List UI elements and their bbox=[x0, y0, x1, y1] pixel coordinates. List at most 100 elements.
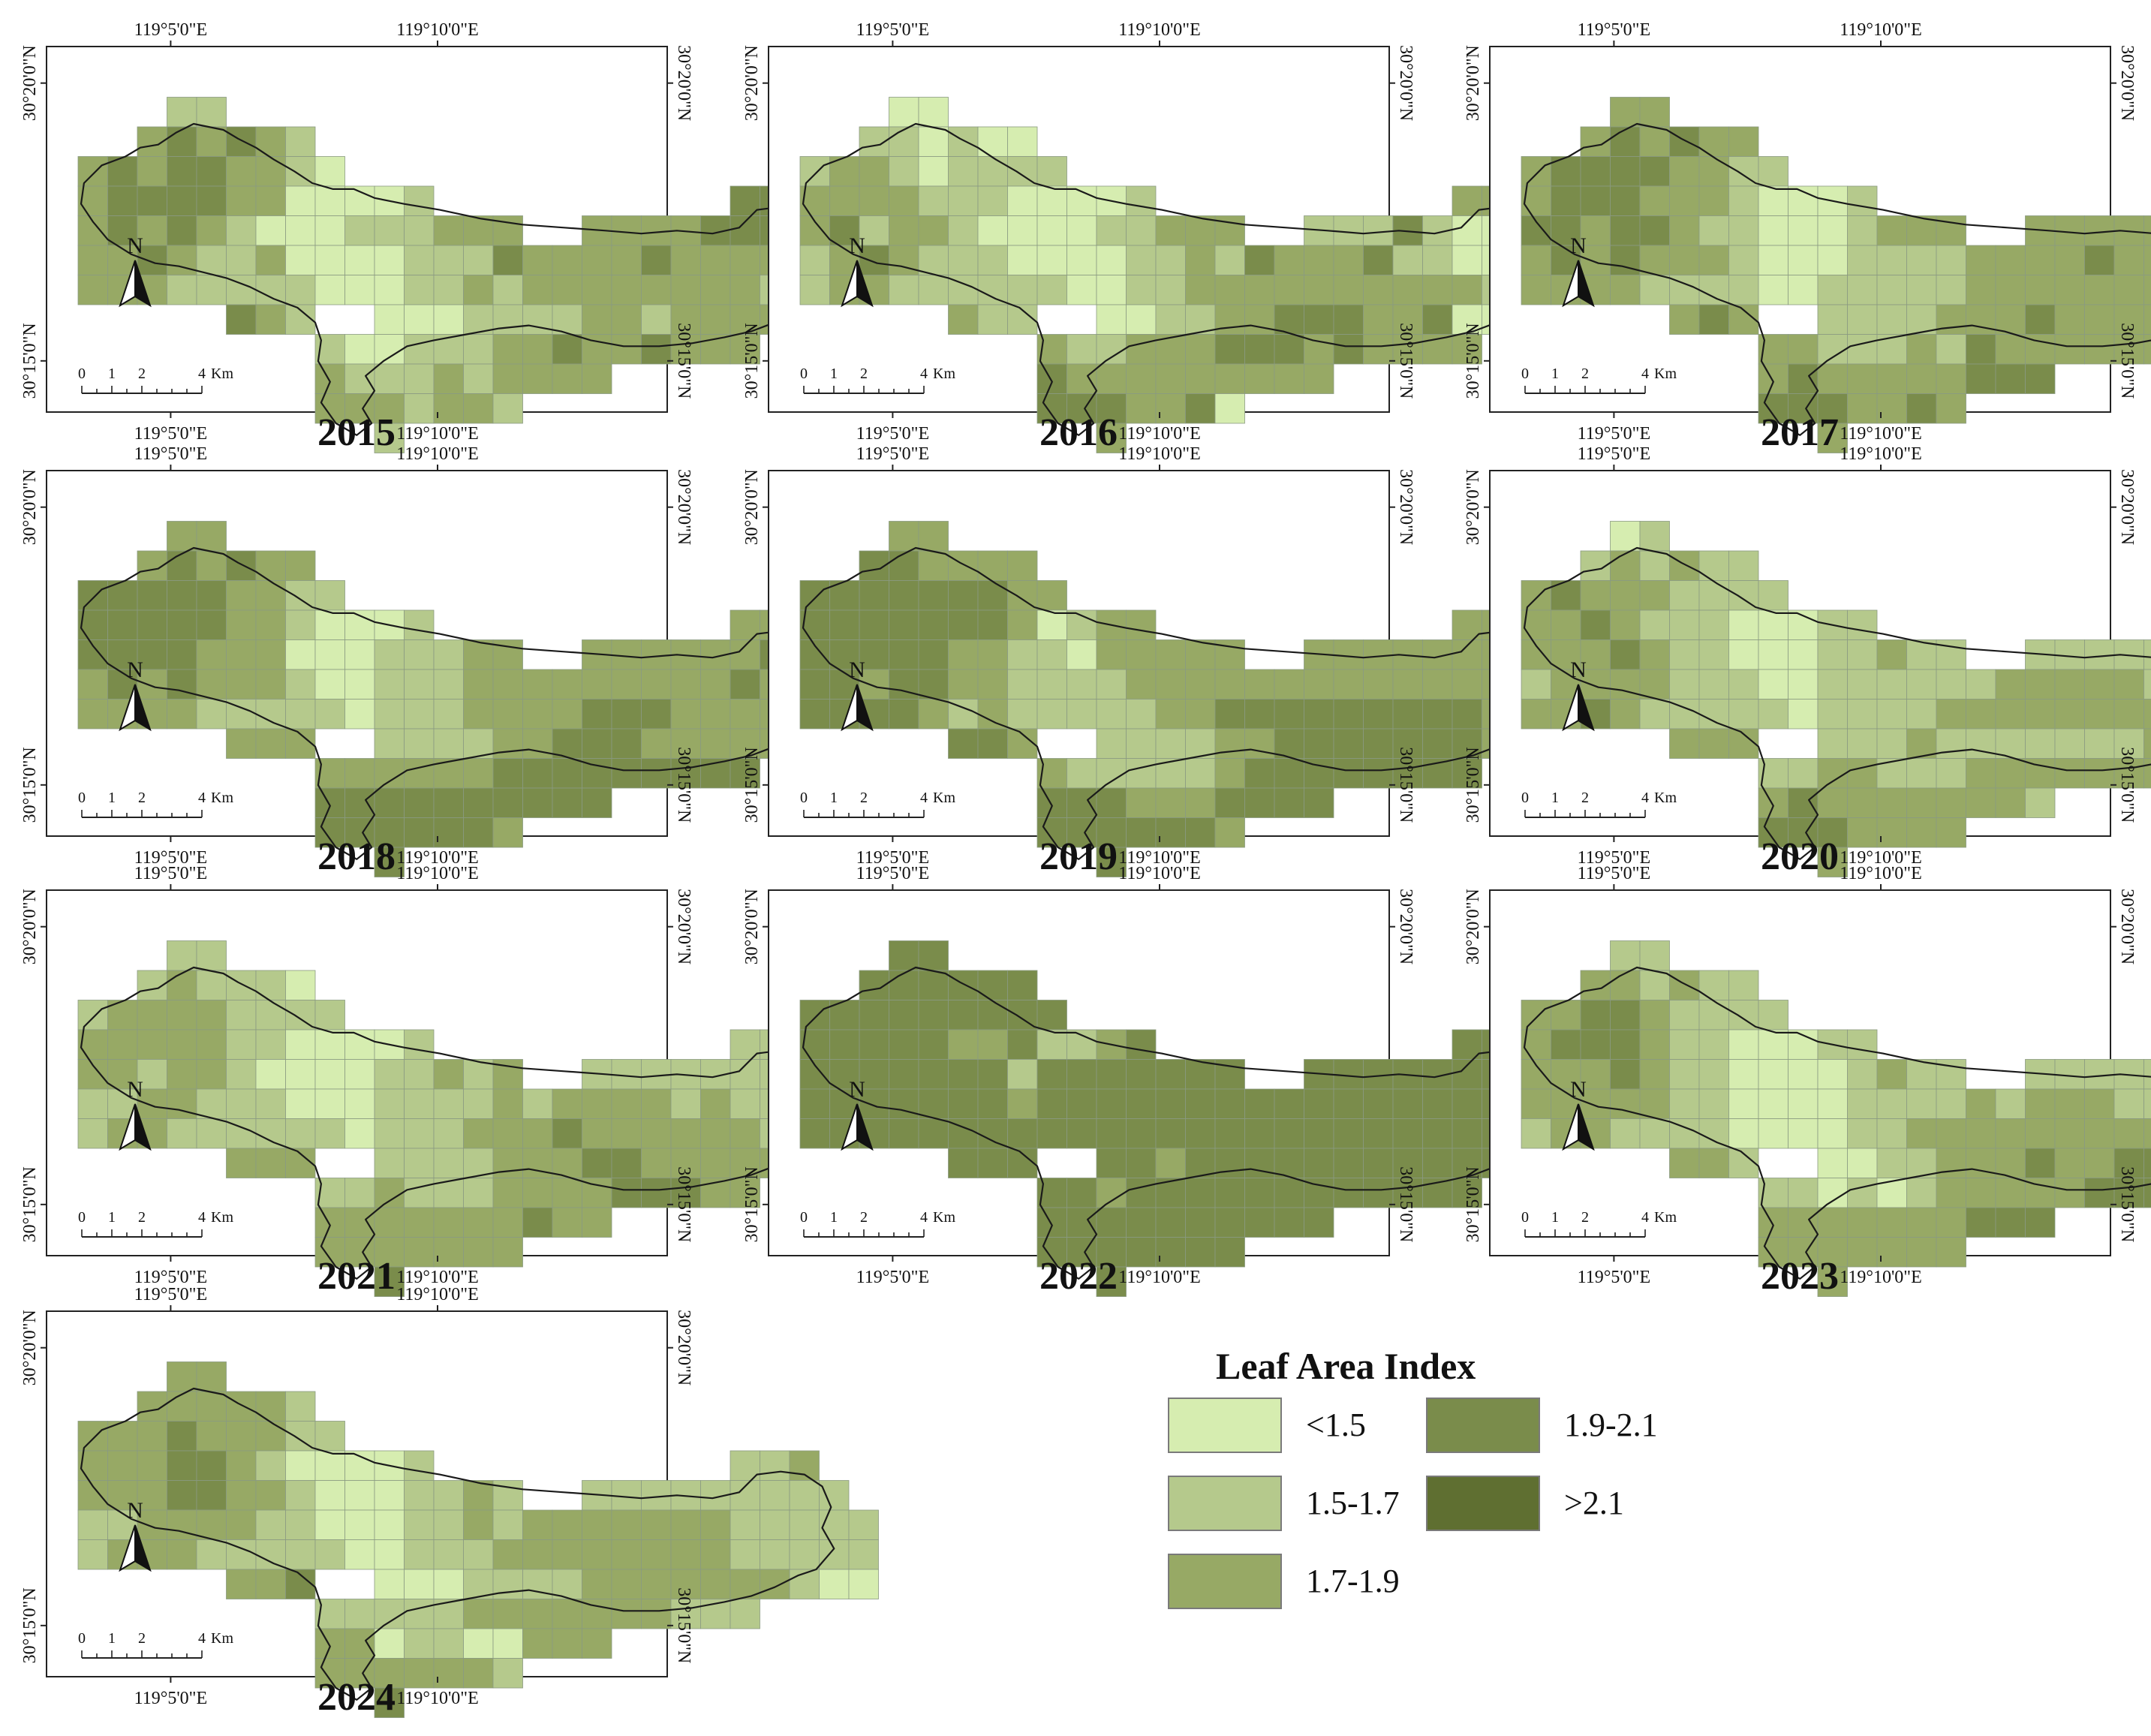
lai-cell bbox=[1155, 699, 1186, 730]
lai-cell bbox=[1244, 699, 1275, 730]
lai-cell bbox=[1995, 363, 2026, 394]
lai-cell bbox=[700, 1539, 731, 1570]
scale-bar: 0 1 2 4 Km bbox=[800, 790, 955, 818]
lai-cell bbox=[1788, 1029, 1819, 1060]
lai-cell bbox=[1847, 1237, 1878, 1268]
lai-cell bbox=[1214, 393, 1245, 424]
lai-cell bbox=[167, 550, 197, 581]
lai-cell bbox=[404, 1450, 435, 1481]
lai-cell bbox=[226, 669, 257, 700]
lai-cell bbox=[918, 97, 949, 128]
longitude-label-top: 119°10'0"E bbox=[1840, 444, 1922, 464]
lai-cell bbox=[344, 1207, 375, 1238]
north-arrow-icon: N bbox=[1562, 233, 1595, 308]
map-panel-2019: 119°5'0"E 119°5'0"E 119°10'0"E 119°10'0"E 30… bbox=[742, 444, 1601, 877]
lai-cell bbox=[948, 728, 979, 759]
lai-cell bbox=[463, 1207, 494, 1238]
lai-cell bbox=[1185, 1207, 1216, 1238]
lai-cell bbox=[2143, 639, 2151, 670]
lai-cell bbox=[552, 669, 582, 700]
scale-bar: 0 1 2 4 Km bbox=[78, 1630, 233, 1659]
lai-cell bbox=[1995, 1207, 2026, 1238]
lai-cell bbox=[285, 669, 316, 700]
lai-cell bbox=[1728, 304, 1759, 335]
lai-cell bbox=[492, 1599, 523, 1629]
lai-cell bbox=[889, 1029, 919, 1060]
lai-cell bbox=[859, 580, 889, 611]
lai-cell bbox=[1610, 126, 1641, 157]
lai-cell bbox=[285, 1450, 316, 1481]
lai-cell bbox=[948, 1029, 979, 1060]
lai-cell bbox=[1096, 1178, 1127, 1208]
lai-cell bbox=[1185, 1088, 1216, 1119]
lai-cell bbox=[107, 639, 138, 670]
lai-cell bbox=[522, 1178, 553, 1208]
lai-cell bbox=[1551, 1029, 1581, 1060]
lai-cell bbox=[1817, 639, 1848, 670]
scale-bar-tick-label: 1 bbox=[830, 366, 838, 382]
lai-cell bbox=[1185, 639, 1216, 670]
lai-cell bbox=[1036, 639, 1067, 670]
lai-cell bbox=[522, 334, 553, 365]
lai-cell bbox=[1698, 185, 1729, 216]
lai-cell bbox=[2084, 1059, 2115, 1090]
scale-bar-tick-label: 1 bbox=[1551, 366, 1559, 382]
lai-cell bbox=[196, 1059, 227, 1090]
lai-cell bbox=[2084, 245, 2115, 275]
lai-cell bbox=[255, 1118, 286, 1149]
lai-cell bbox=[1244, 1118, 1275, 1149]
lai-cell bbox=[1610, 699, 1641, 730]
lai-cell bbox=[285, 970, 316, 1000]
lai-cell bbox=[1304, 1148, 1334, 1178]
lai-cell bbox=[918, 940, 949, 971]
scale-bar-tick-label: 4 bbox=[198, 1209, 206, 1226]
lai-cell bbox=[977, 669, 1008, 700]
lai-cell bbox=[1669, 550, 1700, 581]
lai-cell bbox=[582, 245, 612, 275]
longitude-label-top: 119°5'0"E bbox=[1578, 444, 1651, 464]
lai-cell bbox=[1847, 363, 1878, 394]
lai-cell bbox=[285, 126, 316, 157]
scale-bar-tick-label: 4 bbox=[198, 1630, 206, 1647]
lai-cell bbox=[2084, 669, 2115, 700]
lai-cell bbox=[314, 1088, 345, 1119]
lai-cell bbox=[1847, 639, 1878, 670]
lai-cell bbox=[1698, 1000, 1729, 1030]
lai-cell bbox=[700, 1148, 731, 1178]
lai-cell bbox=[1126, 787, 1157, 818]
lai-cell bbox=[2054, 669, 2085, 700]
lai-cell bbox=[1758, 1000, 1788, 1030]
north-arrow-icon: N bbox=[119, 1498, 152, 1572]
lai-cell bbox=[433, 1509, 464, 1540]
lai-cell bbox=[670, 758, 701, 789]
lai-cell bbox=[1096, 699, 1127, 730]
lai-cell bbox=[1876, 639, 1907, 670]
lai-cell bbox=[1422, 728, 1453, 759]
lai-cell bbox=[226, 1569, 257, 1599]
lai-cell bbox=[1817, 1118, 1848, 1149]
lai-cell bbox=[889, 215, 919, 246]
lai-cell bbox=[1817, 1148, 1848, 1178]
lai-cell bbox=[1639, 669, 1670, 700]
lai-cell bbox=[1155, 1059, 1186, 1090]
legend-swatch-1_9-2_1 bbox=[1426, 1398, 1540, 1453]
lai-cell bbox=[1155, 787, 1186, 818]
lai-cell bbox=[77, 1088, 108, 1119]
lai-cell bbox=[1698, 1148, 1729, 1178]
scale-bar-unit: Km bbox=[211, 366, 233, 382]
lai-cell bbox=[1392, 699, 1423, 730]
lai-cell bbox=[1639, 215, 1670, 246]
lai-cell bbox=[1096, 728, 1127, 759]
lai-cell bbox=[799, 1118, 830, 1149]
lai-cell bbox=[1817, 758, 1848, 789]
map-panel-2020: 119°5'0"E 119°5'0"E 119°10'0"E 119°10'0"E 30… bbox=[1464, 444, 2151, 877]
lai-cell bbox=[611, 1059, 642, 1090]
lai-cell bbox=[344, 1178, 375, 1208]
lai-cell bbox=[167, 970, 197, 1000]
lai-cell bbox=[1363, 699, 1394, 730]
lai-cell bbox=[1274, 334, 1304, 365]
lai-cell bbox=[1876, 1059, 1907, 1090]
latitude-label-right: 30°15'0"N bbox=[2117, 747, 2137, 823]
lai-cell bbox=[1610, 1088, 1641, 1119]
lai-cell bbox=[1788, 1178, 1819, 1208]
